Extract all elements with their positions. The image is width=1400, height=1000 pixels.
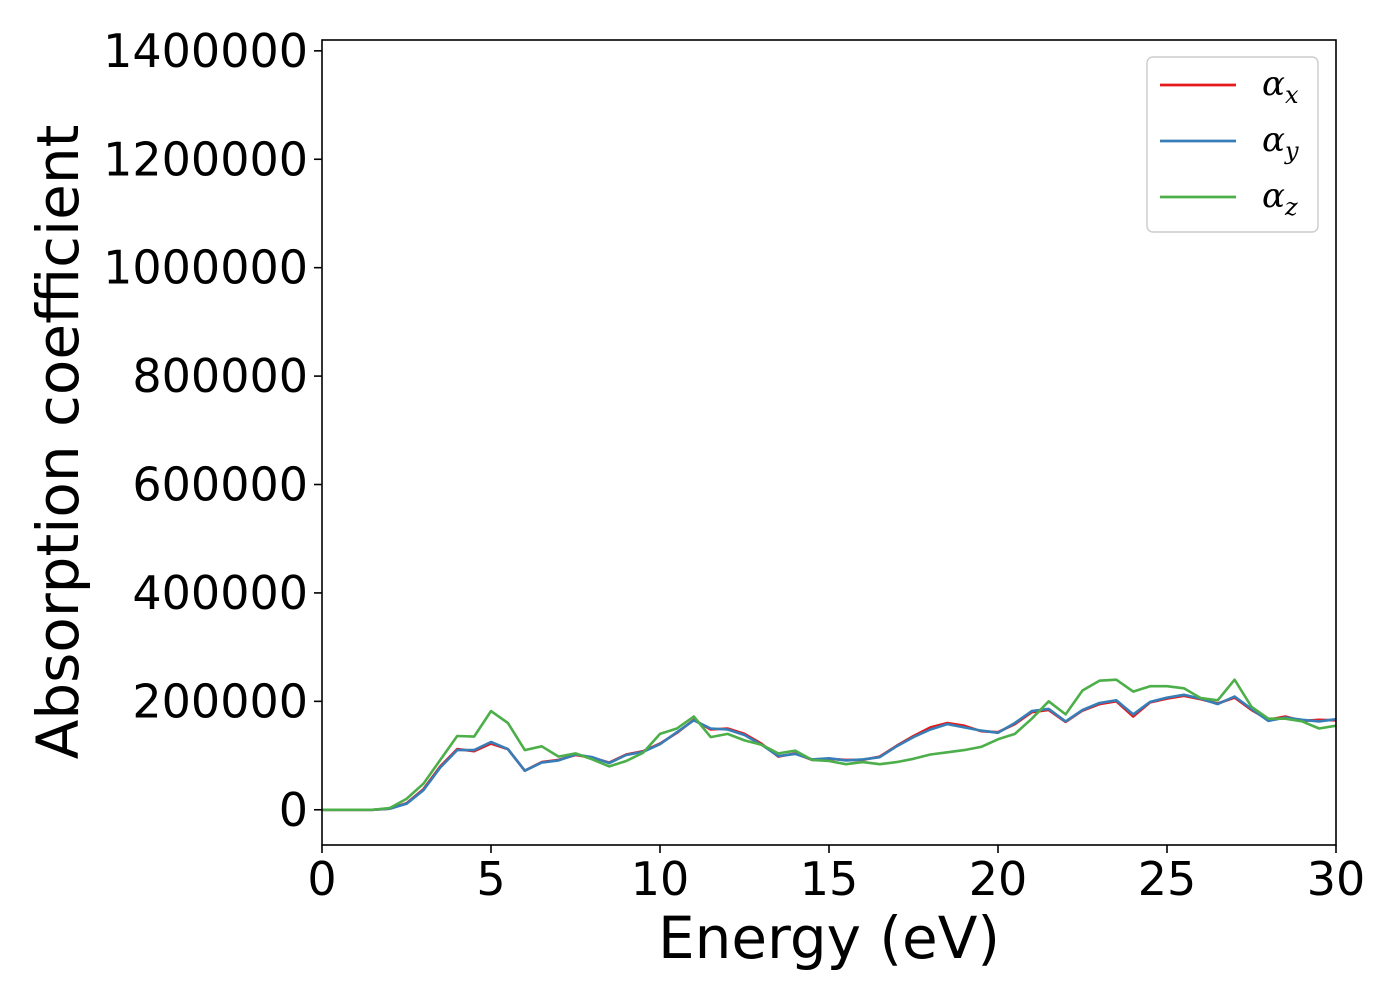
y-tick-label: 600000 xyxy=(132,458,308,512)
legend-label-y: αy xyxy=(1262,120,1299,165)
x-tick-label: 25 xyxy=(1138,852,1197,906)
y-axis: 0 200000 400000 600000 800000 1000000 1200000 1… xyxy=(103,24,322,837)
y-tick-label: 800000 xyxy=(132,349,308,403)
legend: αx αy αz xyxy=(1146,56,1319,233)
y-tick-label: 1400000 xyxy=(103,24,308,78)
legend-label-x: αx xyxy=(1262,64,1299,109)
x-tick-label: 30 xyxy=(1307,852,1366,906)
x-tick-label: 15 xyxy=(800,852,859,906)
series-line-y xyxy=(322,693,1337,812)
legend-box xyxy=(1146,56,1319,233)
y-tick-label: 0 xyxy=(279,783,308,837)
series-line-z xyxy=(322,678,1337,812)
y-tick-label: 400000 xyxy=(132,566,308,620)
legend-label-z: αz xyxy=(1262,176,1298,221)
x-tick-label: 5 xyxy=(476,852,505,906)
x-tick-label: 0 xyxy=(307,852,336,906)
x-axis-title: Energy (eV) xyxy=(658,904,1000,972)
x-tick-label: 20 xyxy=(969,852,1028,906)
x-axis: 0 5 10 15 20 25 30 xyxy=(307,845,1365,906)
y-tick-label: 200000 xyxy=(132,674,308,728)
y-axis-title: Absorption coefficient xyxy=(24,125,92,760)
series-line-x xyxy=(322,694,1337,812)
y-tick-label: 1000000 xyxy=(103,241,308,295)
x-tick-label: 10 xyxy=(631,852,690,906)
series-layer xyxy=(322,678,1337,812)
y-tick-label: 1200000 xyxy=(103,132,308,186)
